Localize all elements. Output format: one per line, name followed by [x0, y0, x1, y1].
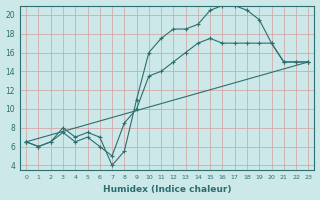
X-axis label: Humidex (Indice chaleur): Humidex (Indice chaleur)	[103, 185, 231, 194]
